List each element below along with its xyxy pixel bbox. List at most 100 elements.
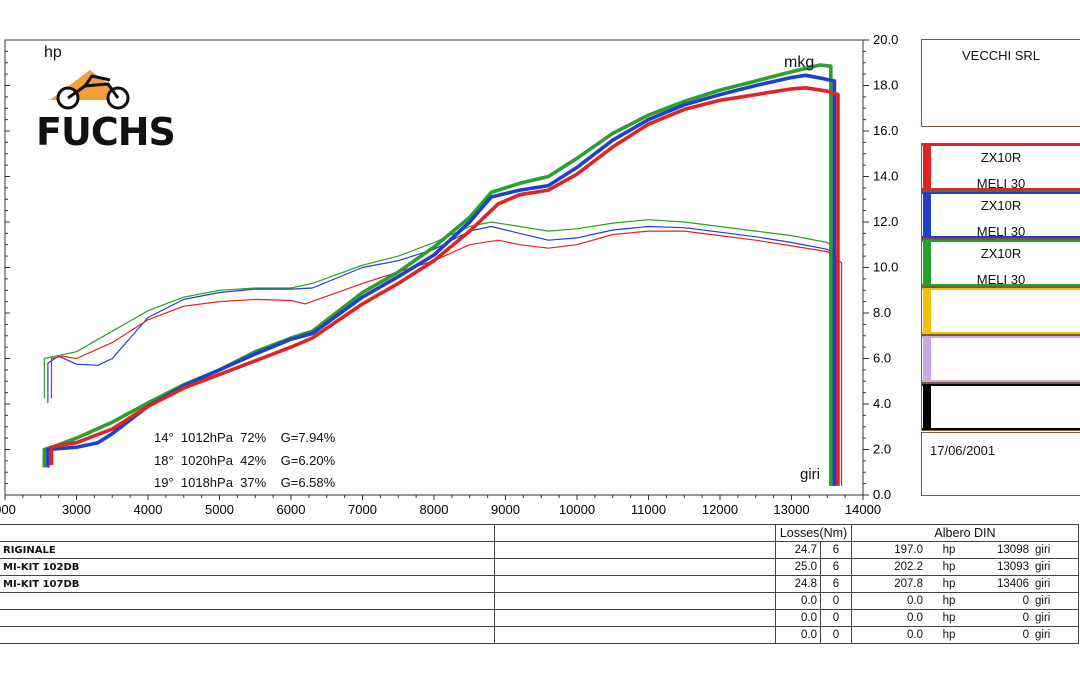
power-value: 0.0 [851, 609, 926, 627]
x-tick-label: 7000 [348, 502, 377, 517]
results-row: MI-KIT 102DB 25.0 6 202.2 hp 13093 giri [0, 558, 1079, 576]
power-unit: hp [926, 609, 972, 627]
x-tick-label: 13000 [773, 502, 809, 517]
run-legend-entry: ZX10R MELI 30 [921, 239, 1080, 287]
y-tick-label: 6.0 [873, 351, 891, 366]
run-color-swatch [923, 146, 931, 188]
losses-value: 24.7 [775, 541, 821, 559]
x-tick-label: 14000 [845, 502, 881, 517]
x-tick-label: 9000 [491, 502, 520, 517]
rpm-unit: giri [1032, 609, 1079, 627]
run-name [0, 626, 495, 644]
run-name [0, 609, 495, 627]
power-rpm: 0 [972, 626, 1032, 644]
losses-count: 0 [820, 592, 852, 610]
y-tick-label: 20.0 [873, 32, 898, 47]
conditions-run-2: 18° 1020hPa 42% G=6.20% [154, 453, 336, 468]
power-rpm: 13098 [972, 541, 1032, 559]
losses-header: Losses(Nm) [775, 524, 852, 542]
power-header: Albero DIN [851, 524, 1079, 542]
run-color-top [922, 192, 1080, 194]
company-box: VECCHI SRL [921, 39, 1080, 127]
run-legend-entry: ZX10R MELI 30 [921, 143, 1080, 191]
torque-curve [49, 86, 840, 450]
run-name [0, 592, 495, 610]
torque-curve [42, 63, 833, 452]
run-vehicle: ZX10R [980, 150, 1022, 165]
run-color-top [922, 144, 1080, 146]
run-color-bottom [922, 428, 1080, 430]
power-value: 0.0 [851, 626, 926, 644]
x-tick-label: 10000 [559, 502, 595, 517]
company-name: VECCHI SRL [961, 48, 1041, 63]
losses-count: 0 [820, 626, 852, 644]
run-color-bottom [922, 188, 1080, 190]
power-curve [43, 219, 834, 360]
power-value: 0.0 [851, 592, 926, 610]
rpm-unit: giri [1032, 592, 1079, 610]
x-tick-label: 4000 [134, 502, 163, 517]
run-color-top [922, 288, 1080, 290]
run-color-swatch [923, 338, 931, 380]
run-vehicle: ZX10R [980, 246, 1022, 261]
run-vehicle: ZX10R [980, 198, 1022, 213]
power-unit: hp [926, 558, 972, 576]
losses-count: 0 [820, 609, 852, 627]
x-tick-label: 8000 [420, 502, 449, 517]
power-value: 207.8 [851, 575, 926, 593]
run-color-bottom [922, 380, 1080, 382]
run-rider: MELI 30 [976, 224, 1026, 239]
run-rider: MELI 30 [976, 176, 1026, 191]
x-tick-label: 11000 [631, 502, 666, 517]
run-legend-entry [921, 335, 1080, 383]
results-row: MI-KIT 107DB 24.8 6 207.8 hp 13406 giri [0, 575, 1079, 593]
run-color-swatch [923, 194, 931, 236]
run-rider: MELI 30 [976, 272, 1026, 287]
x-tick-label: 5000 [205, 502, 234, 517]
y-tick-label: 4.0 [873, 396, 891, 411]
date-box: 17/06/2001 [921, 432, 1080, 496]
results-header-row: Losses(Nm) Albero DIN [0, 524, 1079, 542]
rpm-unit: giri [1032, 558, 1079, 576]
rpm-unit: giri [1032, 541, 1079, 559]
x-tick-label: 000 [0, 502, 16, 517]
power-rpm: 0 [972, 592, 1032, 610]
run-legend-entry [921, 287, 1080, 335]
rpm-unit: giri [1032, 575, 1079, 593]
y-tick-label: 0.0 [873, 487, 891, 502]
y-tick-label: 16.0 [873, 123, 898, 138]
x-tick-label: 12000 [702, 502, 738, 517]
rpm-unit: giri [1032, 626, 1079, 644]
run-color-bottom [922, 284, 1080, 286]
run-name: RIGINALE [0, 541, 495, 559]
x-tick-label: 6000 [277, 502, 306, 517]
run-color-swatch [923, 386, 931, 428]
losses-value: 25.0 [775, 558, 821, 576]
power-unit: hp [926, 541, 972, 559]
power-value: 202.2 [851, 558, 926, 576]
losses-count: 6 [820, 558, 852, 576]
results-row: 0.0 0 0.0 hp 0 giri [0, 609, 1079, 627]
run-name: MI-KIT 107DB [0, 575, 495, 593]
motorcycle-icon [50, 70, 130, 110]
results-row: 0.0 0 0.0 hp 0 giri [0, 626, 1079, 644]
results-row: RIGINALE 24.7 6 197.0 hp 13098 giri [0, 541, 1079, 559]
conditions-run-1: 14° 1012hPa 72% G=7.94% [154, 430, 336, 445]
y-tick-label: 18.0 [873, 78, 898, 93]
y-tick-label: 12.0 [873, 214, 898, 229]
rpm-axis-label: giri [800, 466, 821, 483]
y-tick-label: 14.0 [873, 169, 898, 184]
logo-text: FUCHS [36, 110, 176, 154]
losses-value: 0.0 [775, 626, 821, 644]
test-date: 17/06/2001 [930, 443, 996, 458]
y-tick-label: 2.0 [873, 442, 891, 457]
run-name: MI-KIT 102DB [0, 558, 495, 576]
power-rpm: 13093 [972, 558, 1032, 576]
y-tick-label: 10.0 [873, 260, 898, 275]
results-row: 0.0 0 0.0 hp 0 giri [0, 592, 1079, 610]
x-tick-label: 3000 [62, 502, 91, 517]
fuchs-logo [30, 62, 160, 162]
power-value: 197.0 [851, 541, 926, 559]
results-table: Losses(Nm) Albero DIN RIGINALE 24.7 6 197.0… [0, 524, 1079, 644]
